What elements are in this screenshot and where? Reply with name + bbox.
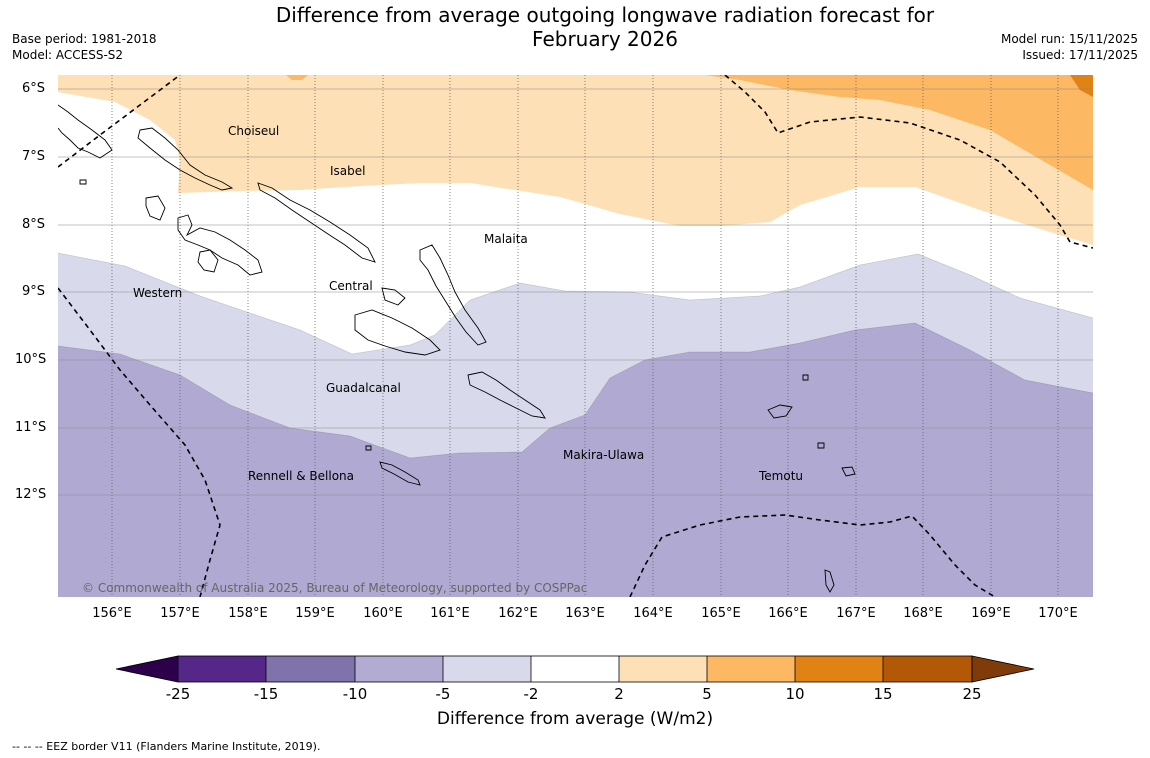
lon-label-162e: 162°E (498, 606, 538, 621)
lon-label-169e: 169°E (971, 606, 1011, 621)
model-run: Model run: 15/11/2025 (1000, 32, 1138, 46)
lat-label-11s: 11°S (15, 420, 47, 435)
cb-tick-neg15: -15 (253, 685, 279, 703)
colorbar-seg-4 (443, 656, 531, 682)
cb-tick-5: 5 (702, 685, 712, 703)
label-choiseul: Choiseul (228, 124, 279, 138)
island-tinakula (817, 442, 825, 449)
lon-label-168e: 168°E (903, 606, 943, 621)
lon-label-164e: 164°E (633, 606, 673, 621)
title-line-1: Difference from average outgoing longwav… (275, 3, 935, 27)
lat-label-6s: 6°S (22, 81, 46, 96)
cb-tick-neg10: -10 (342, 685, 368, 703)
lon-label-158e: 158°E (228, 606, 268, 621)
island-anuta (824, 569, 835, 593)
band-neg5-to-neg10 (58, 323, 1093, 597)
coastlines (58, 104, 856, 593)
lon-label-165e: 165°E (701, 606, 741, 621)
colorbar-seg-7 (707, 656, 795, 682)
lat-label-10s: 10°S (15, 352, 47, 367)
cb-tick-neg5: -5 (435, 685, 451, 703)
island-isabel (257, 182, 376, 263)
province-labels: Choiseul Isabel Malaita Western Central … (133, 124, 803, 483)
label-temotu: Temotu (758, 469, 803, 483)
cb-tick-2: 2 (614, 685, 624, 703)
cb-tick-10: 10 (785, 685, 805, 703)
gridlines (58, 75, 1093, 597)
island-rennell (379, 461, 421, 486)
island-santa-cruz (767, 404, 793, 419)
lon-label-160e: 160°E (363, 606, 403, 621)
cb-tick-neg25: -25 (165, 685, 191, 703)
model-name: Model: ACCESS-S2 (12, 48, 124, 62)
meta-right: Model run: 15/11/2025 Issued: 17/11/2025 (1001, 31, 1138, 63)
meta-left: Base period: 1981-2018 Model: ACCESS-S2 (12, 31, 157, 63)
colorbar-label: Difference from average (W/m2) (436, 709, 714, 729)
cb-tick-25: 25 (962, 685, 982, 703)
colorbar-extend-low (115, 655, 179, 683)
colorbar-extend-high (971, 655, 1035, 683)
eez-footnote: -- -- -- EEZ border V11 (Flanders Marine… (12, 740, 321, 753)
colorbar-seg-6 (619, 656, 707, 682)
island-bellona (365, 445, 372, 451)
lat-label-9s: 9°S (22, 284, 46, 299)
lat-label-12s: 12°S (15, 487, 47, 502)
island-ontong (802, 374, 809, 381)
island-bougainville (58, 104, 113, 159)
label-western: Western (133, 286, 182, 300)
base-period: Base period: 1981-2018 (12, 32, 157, 46)
island-kolombangara (197, 249, 219, 273)
lon-label-170e: 170°E (1038, 606, 1078, 621)
island-shortland (79, 179, 87, 185)
label-makira-ulawa: Makira-Ulawa (563, 448, 644, 462)
island-guadalcanal (354, 309, 441, 356)
island-vanikoro (841, 466, 856, 477)
island-makira (467, 371, 546, 419)
colorbar-seg-5 (531, 656, 619, 682)
band-5-to-10-small (286, 75, 308, 80)
label-central: Central (329, 279, 373, 293)
colorbar (115, 655, 1035, 683)
copyright-text: © Commonwealth of Australia 2025, Bureau… (82, 581, 587, 595)
lon-label-161e: 161°E (430, 606, 470, 621)
issued-date: Issued: 17/11/2025 (1022, 48, 1138, 62)
colorbar-seg-9 (883, 656, 972, 682)
island-choiseul (137, 127, 234, 191)
colorbar-seg-3 (355, 656, 443, 682)
band-5-to-10 (705, 75, 1093, 190)
lat-label-7s: 7°S (22, 149, 46, 164)
label-rennell-bellona: Rennell & Bellona (248, 469, 354, 483)
title-line-2: February 2026 (532, 27, 678, 51)
cb-tick-neg2: -2 (523, 685, 539, 703)
colorbar-seg-2 (266, 656, 355, 682)
island-vella-lavella (145, 195, 166, 221)
label-malaita: Malaita (484, 232, 528, 246)
lon-label-157e: 157°E (160, 606, 200, 621)
eez-borders (58, 75, 1093, 597)
label-guadalcanal: Guadalcanal (326, 381, 401, 395)
label-isabel: Isabel (330, 164, 365, 178)
lat-label-8s: 8°S (22, 217, 46, 232)
band-2-to-5 (58, 75, 1093, 245)
colorbar-seg-8 (795, 656, 883, 682)
map-title: Difference from average outgoing longwav… (250, 3, 960, 51)
colorbar-seg-1 (178, 656, 266, 682)
island-florida (381, 287, 406, 306)
band-10-to-15 (1070, 75, 1093, 97)
lon-label-163e: 163°E (565, 606, 605, 621)
lon-label-156e: 156°E (92, 606, 132, 621)
island-new-georgia (177, 214, 263, 276)
lon-label-167e: 167°E (836, 606, 876, 621)
lon-label-166e: 166°E (768, 606, 808, 621)
lon-label-159e: 159°E (295, 606, 335, 621)
cb-tick-15: 15 (873, 685, 893, 703)
island-malaita (419, 244, 487, 346)
